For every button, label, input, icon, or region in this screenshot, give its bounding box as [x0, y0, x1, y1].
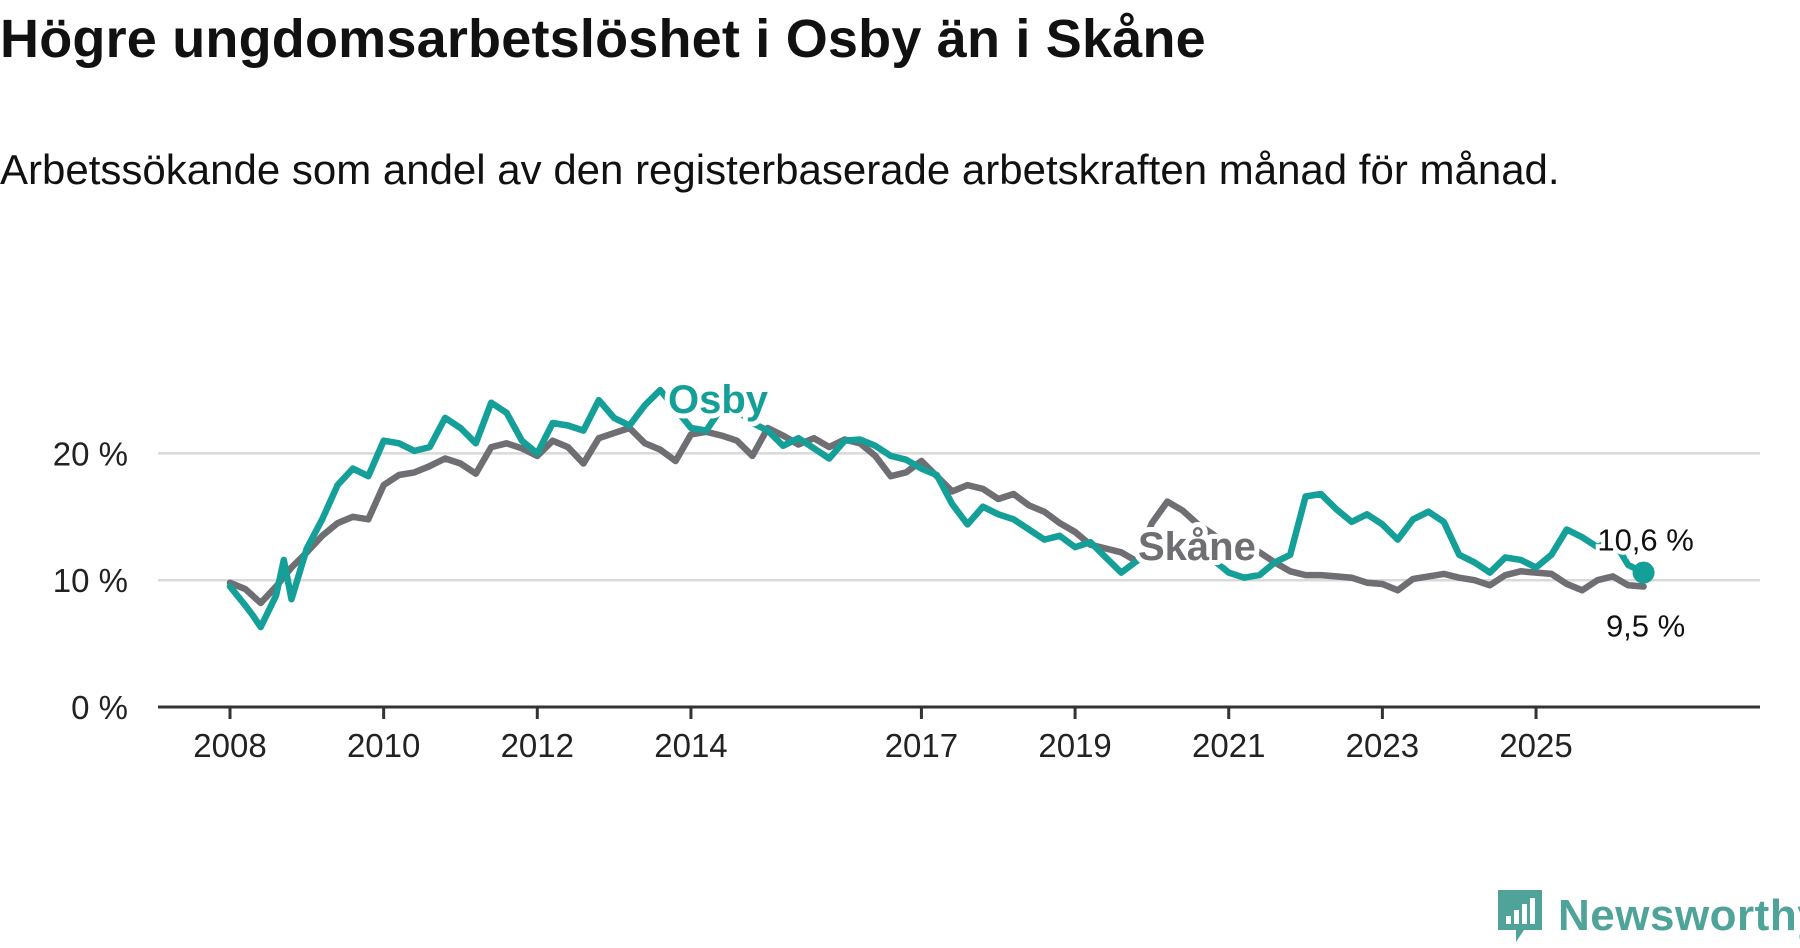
- x-axis: 2008 2010 2012 2014 2017 2019 2021 2023 2025: [158, 705, 1760, 764]
- x-tick-label: 2021: [1192, 727, 1265, 764]
- y-tick-label: 20 %: [53, 435, 128, 472]
- x-tick-label: 2025: [1499, 727, 1572, 764]
- x-tick-label: 2019: [1038, 727, 1111, 764]
- skane-series-label: Skåne: [1138, 525, 1256, 569]
- x-tick-label: 2010: [347, 727, 420, 764]
- newsworthy-logo: Newsworthy: [1494, 886, 1800, 946]
- y-tick-label: 10 %: [53, 562, 128, 599]
- x-tick-label: 2012: [501, 727, 574, 764]
- x-tick-label: 2008: [193, 727, 266, 764]
- chart-subtitle: Arbetssökande som andel av den registerb…: [0, 146, 1560, 193]
- newsworthy-logo-icon: [1498, 890, 1542, 942]
- osby-series-label: Osby: [668, 378, 769, 422]
- series-lines: [226, 386, 1655, 631]
- brand-name: Newsworthy: [1558, 891, 1800, 940]
- x-tick-label: 2014: [654, 727, 727, 764]
- y-tick-label: 0 %: [71, 689, 128, 726]
- osby-end-label: 10,6 %: [1597, 523, 1694, 558]
- x-tick-label: 2017: [885, 727, 958, 764]
- skane-end-label: 9,5 %: [1606, 609, 1685, 644]
- series-line-osby: [226, 386, 1647, 631]
- gridlines: 0 % 10 % 20 %: [53, 435, 1760, 726]
- series-labels: Osby Skåne 10,6 % 9,5 %: [663, 373, 1698, 648]
- x-tick-label: 2023: [1346, 727, 1419, 764]
- chart-title: Högre ungdomsarbetslöshet i Osby än i Sk…: [0, 9, 1206, 69]
- osby-end-marker: [1632, 561, 1655, 584]
